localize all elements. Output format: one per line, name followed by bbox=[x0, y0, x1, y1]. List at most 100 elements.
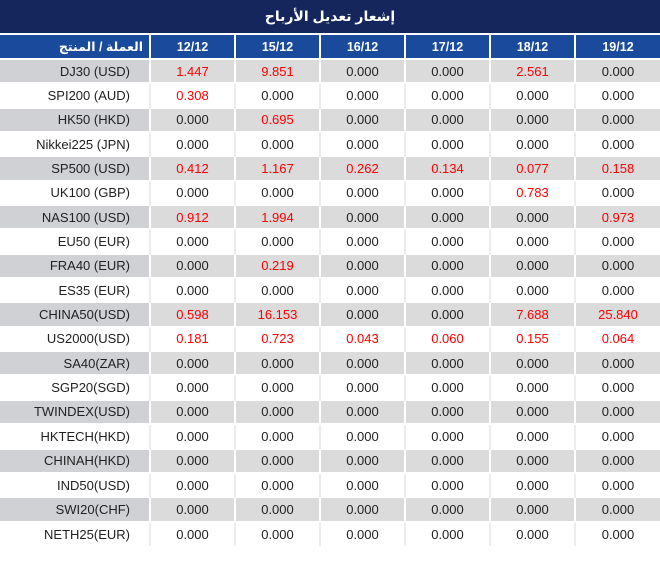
value-cell: 1.167 bbox=[234, 155, 320, 181]
table-row: UK100 (GBP) 0.000 0.000 0.000 0.000 0.783 0.00… bbox=[0, 179, 660, 206]
table-row: FRA40 (EUR) 0.000 0.219 0.000 0.000 0.000 0.00… bbox=[0, 252, 660, 279]
value-cell: 0.000 bbox=[404, 106, 490, 133]
value-cell: 0.181 bbox=[149, 325, 235, 352]
table-row: Nikkei225 (JPN) 0.000 0.000 0.000 0.000 0.000… bbox=[0, 131, 660, 157]
value-cell: 0.000 bbox=[489, 277, 575, 303]
value-cell: 0.155 bbox=[489, 325, 575, 352]
value-cell: 0.000 bbox=[319, 350, 405, 376]
table-row: HK50 (HKD) 0.000 0.695 0.000 0.000 0.000 0.000 bbox=[0, 106, 660, 133]
product-label: SP500 (USD) bbox=[0, 155, 150, 181]
product-label: NETH25(EUR) bbox=[0, 520, 150, 546]
value-cell: 0.000 bbox=[319, 204, 405, 230]
product-label: SPI200 (AUD) bbox=[0, 82, 150, 108]
value-cell: 0.000 bbox=[489, 131, 575, 157]
value-cell: 0.000 bbox=[489, 106, 575, 133]
product-label: TWINDEX(USD) bbox=[0, 398, 150, 425]
value-cell: 0.723 bbox=[234, 325, 320, 352]
product-label: IND50(USD) bbox=[0, 471, 150, 498]
value-cell: 0.912 bbox=[149, 204, 235, 230]
value-cell: 16.153 bbox=[234, 301, 320, 327]
value-cell: 0.000 bbox=[574, 447, 660, 473]
product-label: ES35 (EUR) bbox=[0, 277, 150, 303]
table-row: ES35 (EUR) 0.000 0.000 0.000 0.000 0.000 0.000 bbox=[0, 277, 660, 303]
value-cell: 0.000 bbox=[234, 277, 320, 303]
value-cell: 0.000 bbox=[234, 82, 320, 108]
value-cell: 0.412 bbox=[149, 155, 235, 181]
product-label: US2000(USD) bbox=[0, 325, 150, 352]
value-cell: 0.000 bbox=[319, 131, 405, 157]
value-cell: 0.000 bbox=[404, 301, 490, 327]
column-header-date-1: 12/12 bbox=[149, 33, 235, 59]
table-row: CHINAH(HKD) 0.000 0.000 0.000 0.000 0.000 0.00… bbox=[0, 447, 660, 473]
value-cell: 0.000 bbox=[404, 131, 490, 157]
value-cell: 0.000 bbox=[149, 131, 235, 157]
product-label: FRA40 (EUR) bbox=[0, 252, 150, 279]
table-row: SA40(ZAR) 0.000 0.000 0.000 0.000 0.000 0.000 bbox=[0, 350, 660, 376]
table-row: IND50(USD) 0.000 0.000 0.000 0.000 0.000 0.000 bbox=[0, 471, 660, 498]
product-label: SWI20(CHF) bbox=[0, 496, 150, 522]
value-cell: 0.000 bbox=[574, 471, 660, 498]
value-cell: 0.000 bbox=[574, 252, 660, 279]
value-cell: 0.158 bbox=[574, 155, 660, 181]
value-cell: 0.000 bbox=[149, 228, 235, 254]
value-cell: 0.000 bbox=[319, 496, 405, 522]
value-cell: 0.000 bbox=[489, 228, 575, 254]
column-header-date-2: 15/12 bbox=[234, 33, 320, 59]
value-cell: 0.000 bbox=[574, 228, 660, 254]
column-header-date-3: 16/12 bbox=[319, 33, 405, 59]
value-cell: 0.000 bbox=[574, 277, 660, 303]
value-cell: 0.000 bbox=[404, 277, 490, 303]
table-row: SWI20(CHF) 0.000 0.000 0.000 0.000 0.000 0.000 bbox=[0, 496, 660, 522]
value-cell: 0.000 bbox=[234, 423, 320, 449]
value-cell: 0.000 bbox=[574, 520, 660, 546]
column-header-date-5: 18/12 bbox=[489, 33, 575, 59]
value-cell: 0.000 bbox=[404, 374, 490, 400]
value-cell: 0.000 bbox=[319, 179, 405, 206]
table-row: SGP20(SGD) 0.000 0.000 0.000 0.000 0.000 0.000 bbox=[0, 374, 660, 400]
value-cell: 0.000 bbox=[319, 252, 405, 279]
value-cell: 0.000 bbox=[489, 398, 575, 425]
column-header-date-4: 17/12 bbox=[404, 33, 490, 59]
value-cell: 0.043 bbox=[319, 325, 405, 352]
value-cell: 0.000 bbox=[574, 179, 660, 206]
value-cell: 0.000 bbox=[319, 447, 405, 473]
value-cell: 0.000 bbox=[149, 106, 235, 133]
value-cell: 0.000 bbox=[404, 82, 490, 108]
value-cell: 0.000 bbox=[574, 496, 660, 522]
value-cell: 0.000 bbox=[404, 423, 490, 449]
product-label: UK100 (GBP) bbox=[0, 179, 150, 206]
value-cell: 0.000 bbox=[489, 82, 575, 108]
value-cell: 0.000 bbox=[319, 57, 405, 84]
value-cell: 0.000 bbox=[319, 228, 405, 254]
table-row: DJ30 (USD) 1.447 9.851 0.000 0.000 2.561 0.000 bbox=[0, 57, 660, 84]
value-cell: 0.000 bbox=[319, 520, 405, 546]
value-cell: 0.000 bbox=[319, 374, 405, 400]
value-cell: 0.000 bbox=[404, 496, 490, 522]
value-cell: 25.840 bbox=[574, 301, 660, 327]
value-cell: 0.000 bbox=[234, 398, 320, 425]
table-row: NETH25(EUR) 0.000 0.000 0.000 0.000 0.000 0.00… bbox=[0, 520, 660, 546]
value-cell: 0.000 bbox=[489, 423, 575, 449]
value-cell: 0.060 bbox=[404, 325, 490, 352]
value-cell: 0.000 bbox=[149, 471, 235, 498]
value-cell: 0.000 bbox=[149, 520, 235, 546]
value-cell: 0.000 bbox=[489, 471, 575, 498]
value-cell: 0.695 bbox=[234, 106, 320, 133]
value-cell: 0.000 bbox=[234, 447, 320, 473]
value-cell: 0.000 bbox=[234, 228, 320, 254]
header-row: العملة / المنتج 12/12 15/12 16/12 17/12 … bbox=[0, 33, 660, 59]
value-cell: 0.262 bbox=[319, 155, 405, 181]
value-cell: 0.000 bbox=[319, 301, 405, 327]
product-label: Nikkei225 (JPN) bbox=[0, 131, 150, 157]
page-title: إشعار تعديل الأرباح bbox=[0, 0, 660, 33]
value-cell: 0.000 bbox=[574, 131, 660, 157]
value-cell: 0.000 bbox=[149, 252, 235, 279]
value-cell: 0.000 bbox=[234, 471, 320, 498]
dividends-table: العملة / المنتج 12/12 15/12 16/12 17/12 … bbox=[0, 33, 660, 546]
product-label: EU50 (EUR) bbox=[0, 228, 150, 254]
value-cell: 0.000 bbox=[574, 423, 660, 449]
value-cell: 2.561 bbox=[489, 57, 575, 84]
value-cell: 0.064 bbox=[574, 325, 660, 352]
value-cell: 0.000 bbox=[574, 398, 660, 425]
value-cell: 0.973 bbox=[574, 204, 660, 230]
